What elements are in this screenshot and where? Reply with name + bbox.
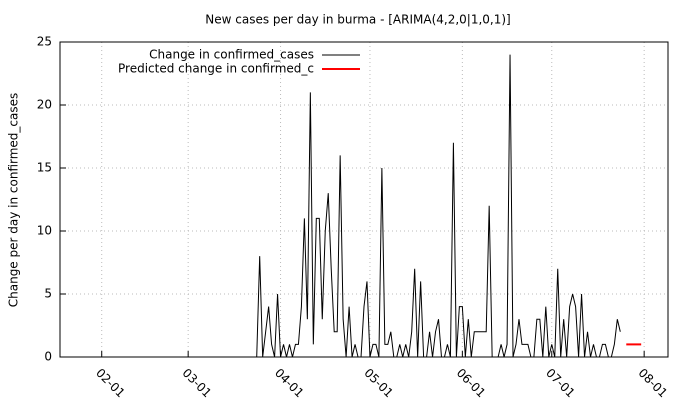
x-tick-label: 08-01 (636, 366, 671, 400)
x-tick-label: 04-01 (272, 366, 307, 400)
y-tick-label: 5 (44, 287, 52, 301)
x-tick-label: 05-01 (361, 366, 396, 400)
x-tick-label: 02-01 (93, 366, 128, 400)
y-axis-label: Change per day in confirmed_cases (7, 93, 21, 308)
x-tick-label: 06-01 (454, 366, 489, 400)
x-tick-label: 03-01 (180, 366, 215, 400)
legend-label: Predicted change in confirmed_c (118, 62, 314, 76)
legend-label: Change in confirmed_cases (149, 48, 314, 62)
x-tick-label: 07-01 (543, 366, 578, 400)
y-tick-label: 15 (37, 161, 52, 175)
y-tick-label: 10 (37, 224, 52, 238)
plot-frame (59, 41, 669, 358)
y-tick-label: 20 (37, 98, 52, 112)
series-line (60, 54, 621, 358)
y-tick-label: 25 (37, 35, 52, 49)
chart-title: New cases per day in burma - [ARIMA(4,2,… (205, 13, 510, 27)
y-tick-label: 0 (44, 350, 52, 364)
